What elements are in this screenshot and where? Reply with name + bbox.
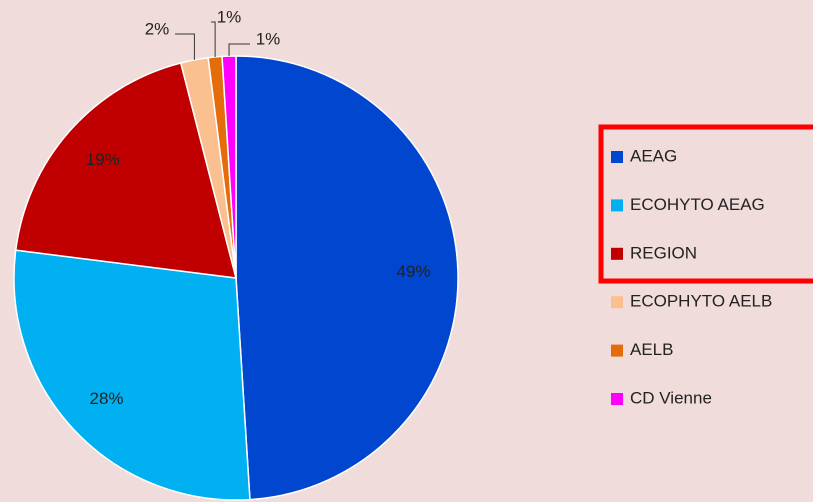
legend-swatch [611,199,623,212]
legend-swatch [611,151,623,163]
legend-label: ECOHYTO AEAG [630,195,765,214]
data-label: 2% [145,19,170,38]
pie-slice [235,55,459,501]
data-label: 28% [90,389,124,408]
legend-swatch [611,296,623,309]
legend-swatch [611,247,623,260]
legend-label: CD Vienne [630,388,712,407]
leader-line [211,21,216,57]
data-label: 49% [396,262,430,281]
leader-line [228,43,250,57]
legend-label: REGION [630,243,697,262]
pie-slice [13,249,251,501]
highlight-box [598,124,813,284]
legend-swatch [611,344,623,357]
data-label: 1% [217,7,242,26]
legend-swatch [611,393,623,405]
leader-line [175,33,195,60]
legend-label: AELB [630,340,673,359]
pie-slice [14,62,238,279]
data-label: 19% [86,150,120,169]
data-label: 1% [256,29,281,48]
pie-slice [221,55,237,279]
legend-label: ECOPHYTO AELB [630,292,772,311]
legend-label: AEAG [630,146,677,165]
